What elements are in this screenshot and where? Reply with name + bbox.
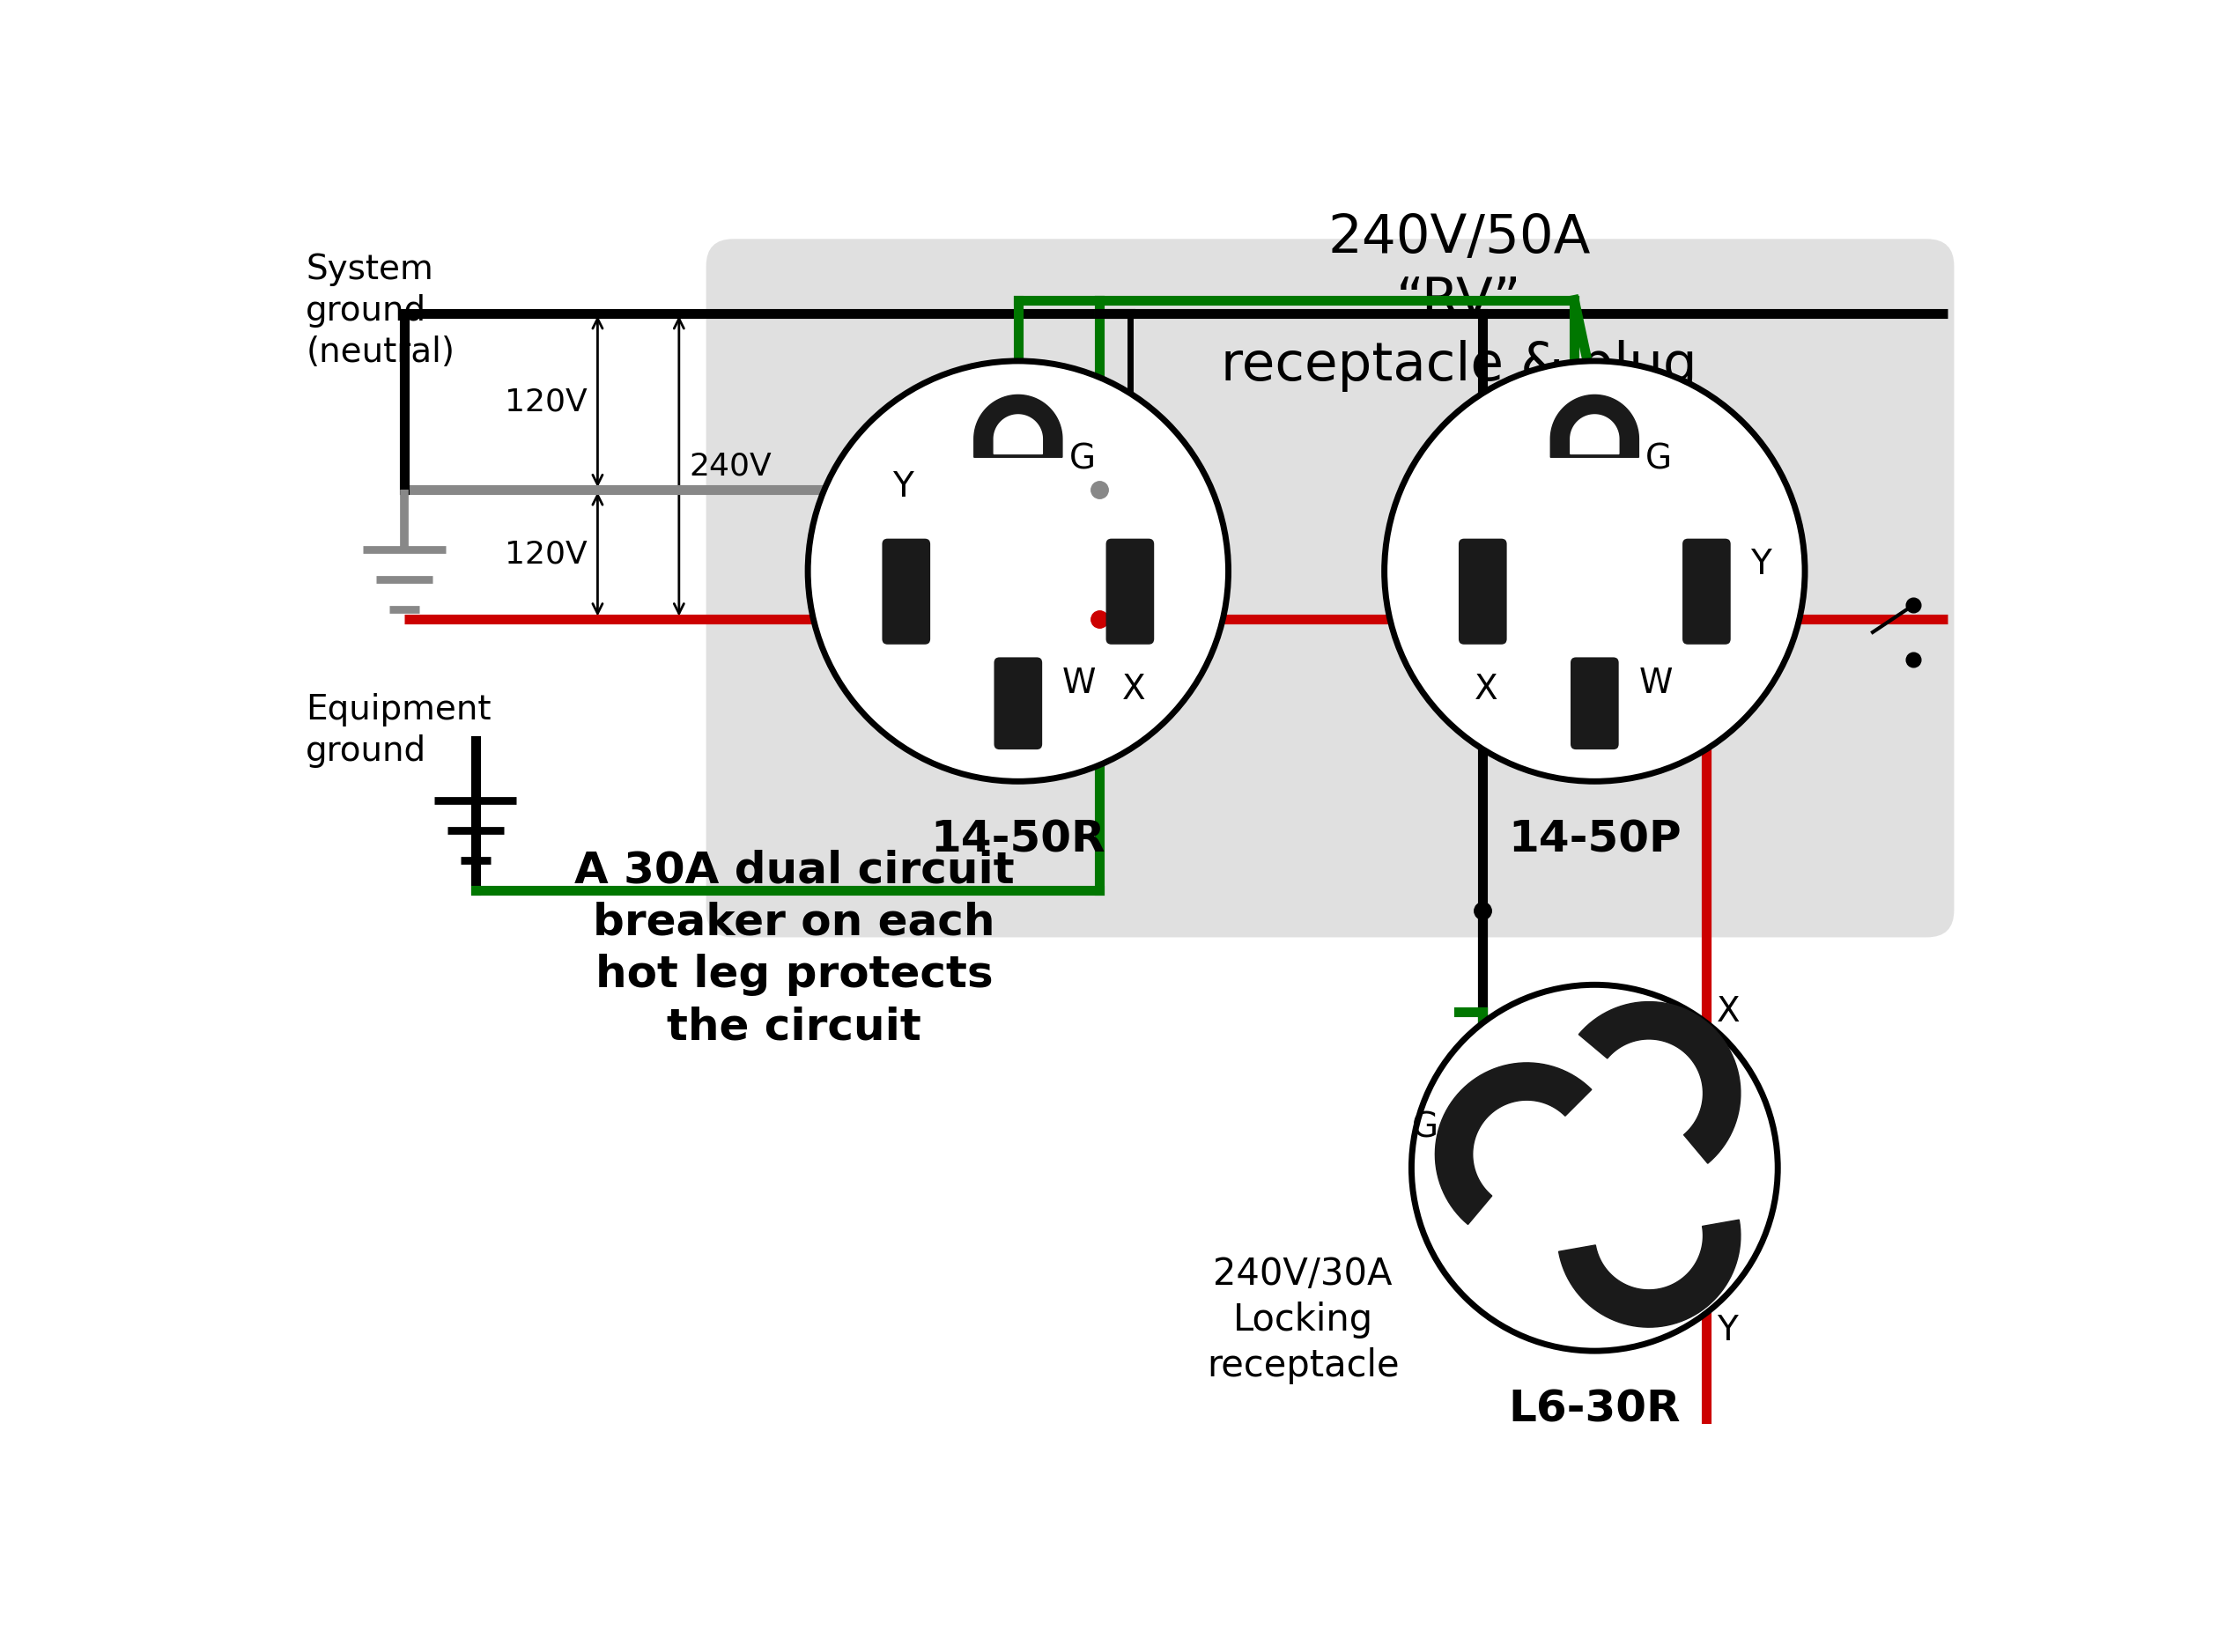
Text: W: W xyxy=(1640,666,1673,700)
FancyBboxPatch shape xyxy=(1682,539,1732,644)
Polygon shape xyxy=(1570,415,1620,454)
FancyBboxPatch shape xyxy=(1107,539,1154,644)
Text: X: X xyxy=(1474,672,1499,707)
Text: 240V/30A
Locking
receptacle: 240V/30A Locking receptacle xyxy=(1207,1256,1400,1384)
Text: Y: Y xyxy=(892,469,914,504)
Circle shape xyxy=(1411,985,1779,1351)
Text: 120V: 120V xyxy=(504,387,587,416)
Polygon shape xyxy=(1550,395,1640,458)
Polygon shape xyxy=(1436,1062,1593,1224)
Text: L6-30R: L6-30R xyxy=(1508,1388,1680,1431)
Polygon shape xyxy=(1559,1219,1740,1327)
Polygon shape xyxy=(1579,1001,1740,1163)
Circle shape xyxy=(809,362,1228,781)
Text: X: X xyxy=(1716,995,1740,1029)
FancyBboxPatch shape xyxy=(706,240,1953,937)
FancyBboxPatch shape xyxy=(883,539,930,644)
Text: Y: Y xyxy=(1752,548,1772,582)
Text: 14-50R: 14-50R xyxy=(930,819,1107,861)
Text: 14-50P: 14-50P xyxy=(1508,819,1682,861)
Text: A 30A dual circuit
breaker on each
hot leg protects
the circuit: A 30A dual circuit breaker on each hot l… xyxy=(573,849,1015,1049)
Polygon shape xyxy=(974,395,1062,458)
FancyBboxPatch shape xyxy=(995,657,1042,750)
Text: G: G xyxy=(1411,1110,1438,1143)
FancyBboxPatch shape xyxy=(1570,657,1620,750)
Text: 240V/50A
“RV”
receptacle & plug: 240V/50A “RV” receptacle & plug xyxy=(1221,211,1698,392)
Text: W: W xyxy=(1062,666,1095,700)
Text: System
ground
(neutral): System ground (neutral) xyxy=(307,253,455,368)
Text: Equipment
ground: Equipment ground xyxy=(307,694,491,768)
Text: 120V: 120V xyxy=(504,539,587,570)
Text: 240V: 240V xyxy=(690,451,773,481)
Polygon shape xyxy=(995,415,1042,454)
FancyBboxPatch shape xyxy=(1458,539,1508,644)
Text: X: X xyxy=(1122,672,1145,707)
Circle shape xyxy=(1384,362,1805,781)
Text: G: G xyxy=(1068,443,1095,476)
Text: Y: Y xyxy=(1716,1313,1738,1348)
Text: G: G xyxy=(1646,443,1671,476)
